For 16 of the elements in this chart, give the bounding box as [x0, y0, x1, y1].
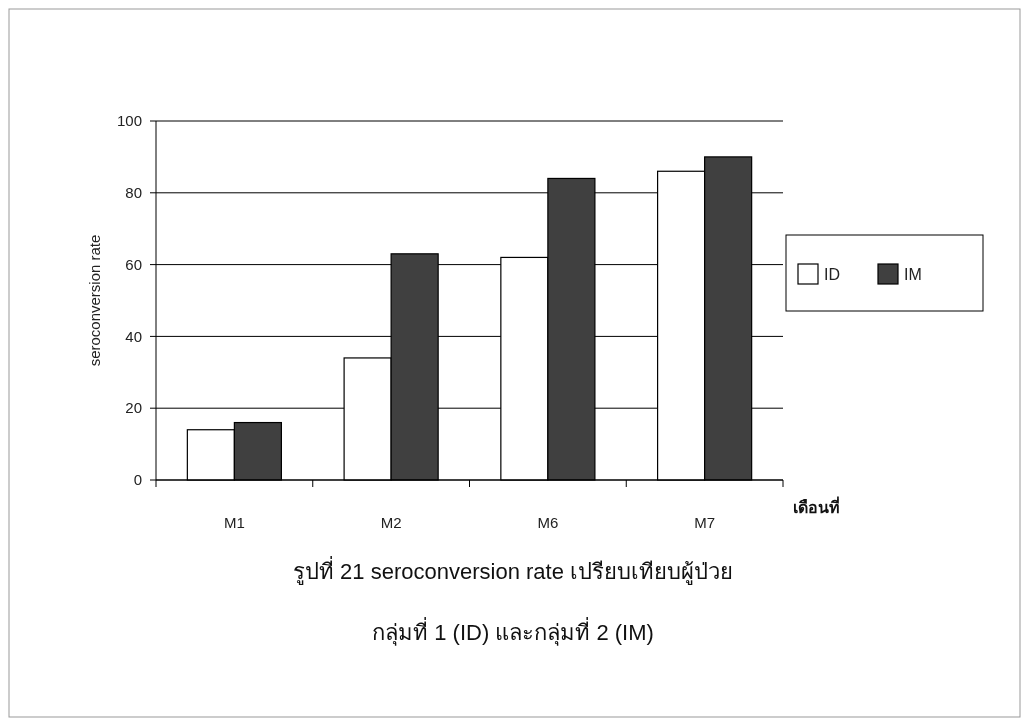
x-tick-label: M6 — [537, 514, 559, 531]
legend-label: ID — [824, 265, 840, 283]
y-tick-label: 20 — [125, 399, 142, 417]
x-tick-label: M2 — [380, 514, 402, 531]
y-tick-label: 60 — [125, 255, 142, 273]
x-tick-label: M1 — [223, 514, 245, 531]
y-axis-title: seroconversion rate — [86, 234, 103, 367]
y-tick-label: 80 — [125, 184, 142, 202]
y-tick-label: 40 — [125, 327, 142, 345]
text: รูปที่ 21 seroconversion rate เปรียบเทียบผู้ป่วย — [292, 556, 734, 585]
legend-label: IM — [904, 265, 922, 283]
y-tick-label: 0 — [133, 471, 142, 489]
x-tick-label: M7 — [694, 514, 716, 531]
text: กลุ่มที่ 1 (ID) และกลุ่มที่ 2 (IM) — [372, 617, 654, 646]
x-axis-title: เดือนที่ — [793, 496, 840, 516]
y-tick-label: 100 — [116, 112, 142, 130]
